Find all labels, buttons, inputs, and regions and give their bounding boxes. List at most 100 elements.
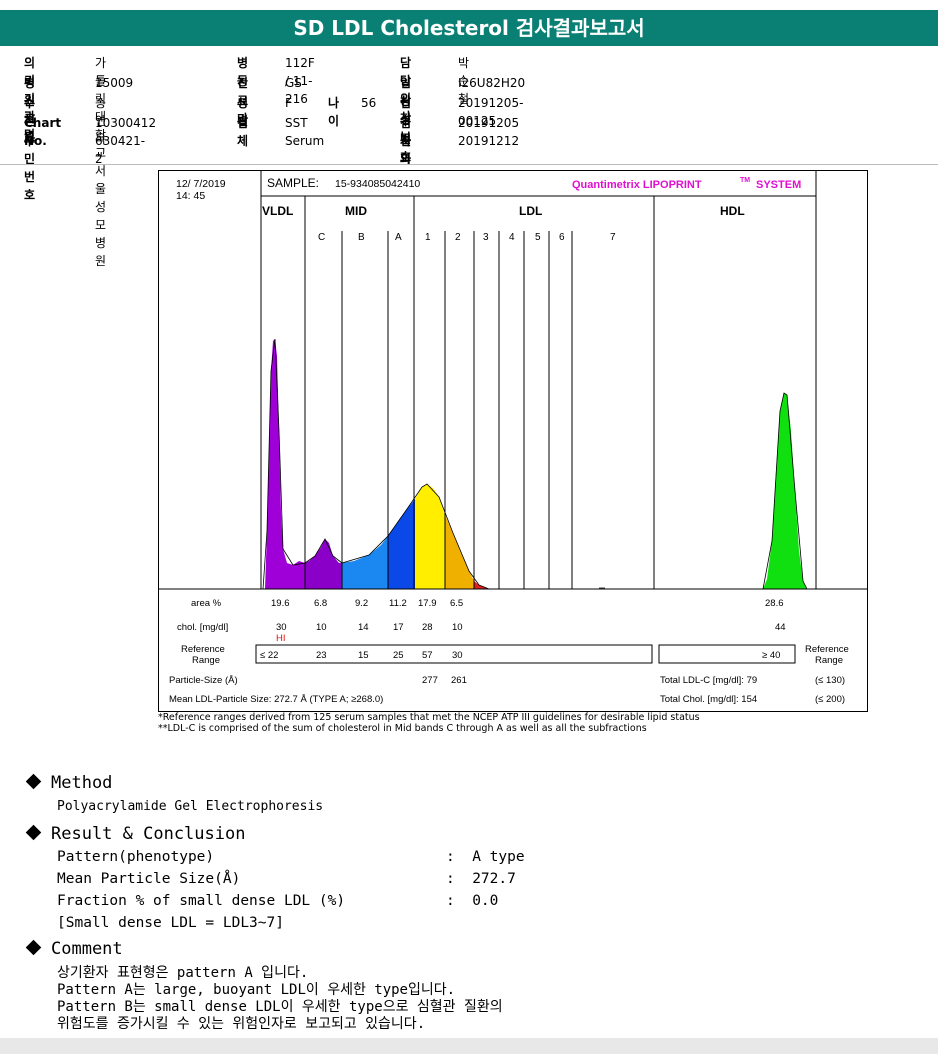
band-7: 7 — [610, 232, 616, 243]
dept-label: 진료과 — [237, 76, 249, 126]
area-a-value: 11.2 — [389, 598, 407, 609]
id-label: 주민번호 — [24, 134, 36, 202]
area-a — [388, 499, 415, 589]
patient-value: 송연옥 — [95, 96, 107, 146]
chart-time: 14: 45 — [176, 190, 205, 202]
result-label-1: Pattern(phenotype) — [57, 849, 215, 865]
area-ldl3 — [474, 581, 489, 589]
results-table: area % 19.6 6.8 9.2 11.2 17.9 6.5 28.6 c… — [169, 598, 849, 705]
ref-vldl-value: ≤ 22 — [260, 650, 278, 661]
sex-value: F — [285, 96, 292, 110]
result-value-2: : 272.7 — [446, 871, 516, 887]
diamond-bullet-icon — [25, 939, 42, 955]
area-b-value: 9.2 — [355, 598, 368, 609]
hosp-label: 병원코드 — [24, 76, 36, 144]
band-2: 2 — [455, 232, 461, 243]
diamond-bullet-icon — [25, 824, 42, 840]
ref-label-2: Range — [192, 655, 220, 666]
hosp-value: 15009 — [95, 76, 134, 90]
chol-row-label: chol. [mg/dl] — [177, 622, 228, 633]
comment-line-4: 위험도를 증가시킬 수 있는 위험인자로 보고되고 있습니다. — [57, 1016, 426, 1032]
id-value: 630421-2 — [95, 134, 146, 166]
comment-heading: Comment — [25, 939, 123, 959]
result-value-3: : 0.0 — [446, 893, 499, 909]
report-value: 20191212 — [458, 134, 520, 148]
method-title: Method — [51, 773, 113, 793]
page-footer-bar — [0, 1038, 938, 1054]
particle-label: Particle-Size (Å) — [169, 675, 238, 686]
recv-label: 접수번호 — [400, 96, 412, 164]
band-4: 4 — [509, 232, 515, 243]
result-label-3: Fraction % of small dense LDL (%) — [57, 893, 346, 909]
brand-name: Quantimetrix LIPOPRINT — [572, 179, 702, 191]
ref-ldl2-value: 30 — [452, 650, 463, 661]
band-3: 3 — [483, 232, 489, 243]
clin-value: I26U82H20 — [458, 76, 526, 90]
result-value-1: : A type — [446, 849, 525, 865]
ref-hdl-value: ≥ 40 — [762, 650, 780, 661]
chol-hdl-value: 44 — [775, 622, 786, 633]
doctor-value: 박순철 — [458, 56, 470, 106]
brand-suffix: SYSTEM — [756, 179, 801, 191]
reqdate-value: 20191205 — [458, 116, 520, 130]
particle-ldl1: 277 — [422, 675, 438, 686]
ref-ldl1-value: 57 — [422, 650, 433, 661]
ward-value: 112F / 11-216 — [285, 56, 315, 106]
total-chol-ref: (≤ 200) — [815, 694, 845, 705]
total-chol: Total Chol. [mg/dl]: 154 — [660, 694, 757, 705]
area-vldl — [263, 339, 305, 589]
clin-label: 임상정보 — [400, 76, 412, 144]
result-title: Result & Conclusion — [51, 824, 246, 844]
diamond-bullet-icon — [25, 773, 42, 789]
mean-particle-size: Mean LDL-Particle Size: 272.7 Å (TYPE A;… — [169, 694, 383, 705]
ref-b-value: 15 — [358, 650, 369, 661]
specimen-value: SST Serum — [285, 116, 325, 148]
chol-vldl-value: 30 — [276, 622, 287, 633]
comment-line-2: Pattern A는 large, buoyant LDL이 우세한 type입… — [57, 982, 456, 998]
chol-ldl1-value: 28 — [422, 622, 433, 633]
total-ldl: Total LDL-C [mg/dl]: 79 — [660, 675, 757, 686]
chol-ldl2-value: 10 — [452, 622, 463, 633]
age-value: 56 — [361, 96, 377, 110]
ref-right-2: Range — [815, 655, 843, 666]
dept-value: GS — [285, 76, 302, 90]
ref-label-1: Reference — [181, 644, 225, 655]
chol-c-value: 10 — [316, 622, 327, 633]
req-value: 가톨릭대학교서울성모병원 — [95, 56, 107, 268]
zone-mid: MID — [345, 204, 367, 218]
band-6: 6 — [559, 232, 565, 243]
ref-c-value: 23 — [316, 650, 327, 661]
req-label: 의뢰기관명 — [24, 56, 36, 142]
sample-value: 15-934085042410 — [335, 178, 420, 190]
particle-ldl2: 261 — [451, 675, 467, 686]
chart-date: 12/ 7/2019 — [176, 178, 226, 190]
area-c-value: 6.8 — [314, 598, 327, 609]
lipoprint-svg: 12/ 7/2019 14: 45 SAMPLE: 15-93408504241… — [159, 171, 867, 705]
result-heading: Result & Conclusion — [25, 824, 246, 844]
chol-b-value: 14 — [358, 622, 369, 633]
zone-vldl: VLDL — [262, 204, 293, 218]
lipoprint-chart: 12/ 7/2019 14: 45 SAMPLE: 15-93408504241… — [158, 170, 868, 712]
band-c: C — [318, 232, 325, 243]
ward-label: 병동 — [237, 56, 249, 88]
density-curve — [263, 339, 807, 589]
sample-label: SAMPLE: — [267, 176, 319, 190]
total-ldl-ref: (≤ 130) — [815, 675, 845, 686]
zone-ldl: LDL — [519, 204, 542, 218]
area-ldl2 — [445, 515, 474, 589]
comment-title: Comment — [51, 939, 123, 959]
band-dividers — [159, 171, 867, 590]
header-divider — [0, 164, 938, 165]
area-hdl — [763, 393, 807, 589]
area-vldl-value: 19.6 — [271, 598, 290, 609]
sex-label: 성별 — [237, 96, 249, 128]
area-c — [305, 539, 342, 589]
result-label-2: Mean Particle Size(Å) — [57, 871, 241, 887]
band-1: 1 — [425, 232, 431, 243]
band-5: 5 — [535, 232, 541, 243]
area-ldl1-value: 17.9 — [418, 598, 437, 609]
hi-flag: HI — [276, 633, 286, 644]
ref-a-value: 25 — [393, 650, 404, 661]
chart-value: 10300412 — [95, 116, 157, 130]
area-ldl2-value: 6.5 — [450, 598, 463, 609]
